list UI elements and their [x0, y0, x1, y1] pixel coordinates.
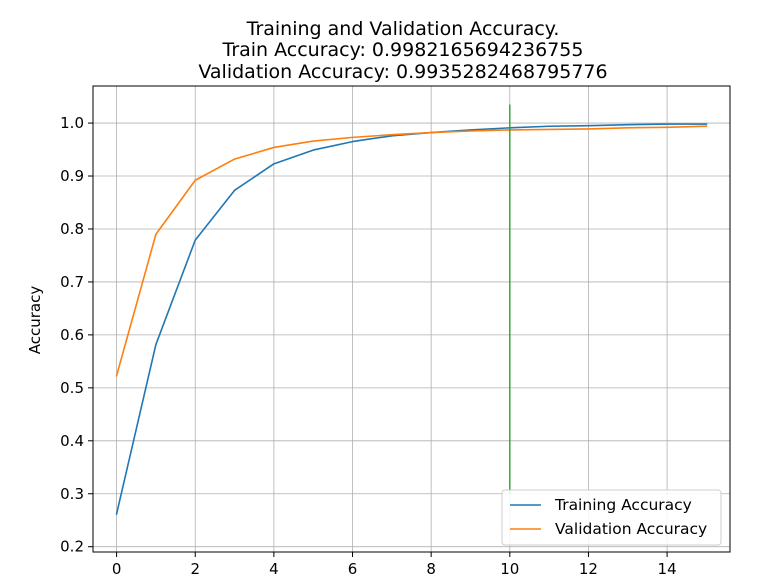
legend-box	[501, 489, 722, 546]
y-tick-label: 0.2	[60, 538, 84, 556]
x-tick-label: 6	[348, 560, 358, 578]
series-lines	[115, 123, 708, 515]
x-axis: 0 2 4 6 8 10 12 14	[112, 552, 677, 578]
grid	[93, 86, 730, 552]
chart-title-line-1: Training and Validation Accuracy.	[246, 18, 560, 40]
x-tick-label: 14	[658, 560, 677, 578]
y-tick-label: 0.7	[60, 273, 84, 291]
x-tick-label: 10	[500, 560, 519, 578]
x-tick-label: 8	[426, 560, 436, 578]
x-tick-label: 12	[579, 560, 598, 578]
plot-frame	[92, 85, 731, 553]
y-tick-label: 0.4	[60, 432, 84, 450]
legend: Training Accuracy Validation Accuracy	[501, 489, 722, 546]
y-tick-label: 0.6	[60, 326, 84, 344]
y-axis: 0.2 0.3 0.4 0.5 0.6 0.7 0.8 0.9 1.0	[60, 114, 93, 556]
y-tick-label: 0.3	[60, 485, 84, 503]
y-tick-label: 1.0	[60, 114, 84, 132]
chart-title-line-3: Validation Accuracy: 0.9935282468795776	[198, 61, 607, 83]
x-tick-label: 0	[112, 560, 122, 578]
x-tick-label: 4	[269, 560, 279, 578]
y-axis-label: Accuracy	[26, 286, 44, 355]
legend-label-training: Training Accuracy	[554, 496, 692, 514]
legend-label-validation: Validation Accuracy	[555, 520, 707, 538]
training-accuracy-line	[115, 123, 708, 515]
x-tick-label: 2	[190, 560, 200, 578]
y-tick-label: 0.9	[60, 167, 84, 185]
y-tick-label: 0.5	[60, 379, 84, 397]
chart-title-line-2: Train Accuracy: 0.9982165694236755	[222, 39, 584, 61]
y-tick-label: 0.8	[60, 220, 84, 238]
validation-accuracy-line	[115, 125, 708, 377]
